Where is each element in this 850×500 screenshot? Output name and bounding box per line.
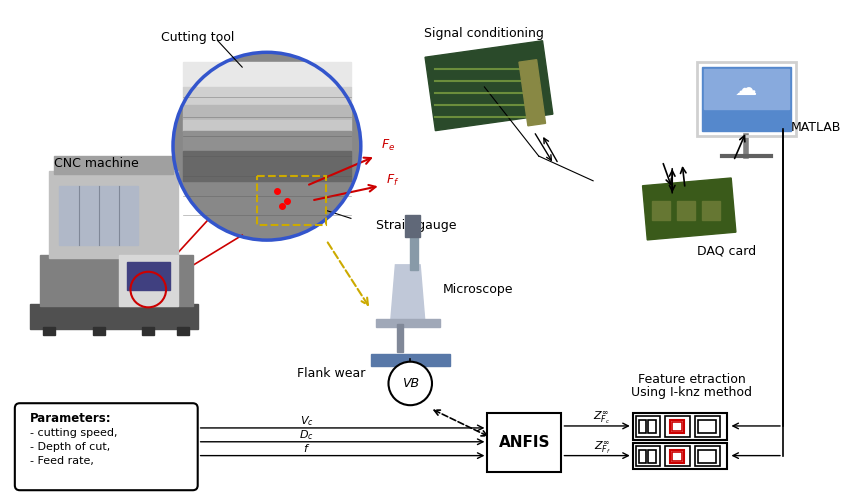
Circle shape	[173, 52, 360, 240]
Text: DAQ card: DAQ card	[697, 245, 756, 258]
Bar	[649, 450, 656, 462]
Text: ☁: ☁	[735, 79, 757, 99]
Bar	[704, 69, 789, 108]
Bar	[183, 87, 351, 104]
Text: Flank wear: Flank wear	[297, 367, 366, 380]
Text: - Feed rate,: - Feed rate,	[30, 456, 94, 466]
Bar	[40, 255, 193, 306]
Text: Microscope: Microscope	[443, 283, 513, 296]
Text: $Z_{F_f}^{\infty}$: $Z_{F_f}^{\infty}$	[593, 440, 610, 456]
Bar	[666, 446, 690, 466]
Bar	[702, 67, 790, 132]
Text: $f$: $f$	[303, 442, 310, 454]
Circle shape	[388, 362, 432, 405]
Text: ANFIS: ANFIS	[499, 436, 550, 450]
Bar	[257, 176, 326, 226]
Bar	[49, 171, 178, 258]
Bar	[695, 446, 720, 466]
Bar	[376, 319, 440, 327]
Text: CNC machine: CNC machine	[54, 158, 139, 170]
Bar	[183, 120, 351, 132]
Polygon shape	[390, 265, 425, 324]
Bar	[487, 413, 562, 472]
Text: Signal conditioning: Signal conditioning	[424, 28, 544, 40]
Bar	[695, 416, 720, 437]
Bar	[183, 132, 351, 151]
Bar	[636, 446, 660, 466]
Bar	[183, 151, 351, 181]
Bar	[398, 324, 403, 352]
Bar	[519, 60, 546, 126]
Text: $D_c$: $D_c$	[299, 428, 314, 442]
Text: MATLAB: MATLAB	[790, 122, 842, 134]
Text: $V_c$: $V_c$	[299, 414, 314, 428]
Bar	[632, 413, 727, 440]
Bar	[142, 327, 154, 335]
Text: VB: VB	[402, 377, 419, 390]
Text: Strain gauge: Strain gauge	[376, 219, 456, 232]
FancyBboxPatch shape	[14, 403, 198, 490]
Bar	[672, 452, 682, 460]
Bar	[670, 450, 684, 462]
Text: Parameters:: Parameters:	[30, 412, 111, 425]
Bar	[183, 104, 351, 120]
Bar	[697, 62, 796, 136]
Bar	[638, 450, 647, 462]
Bar	[93, 327, 105, 335]
Text: - cutting speed,: - cutting speed,	[30, 428, 117, 438]
Bar	[119, 255, 178, 306]
Bar	[127, 262, 170, 289]
Text: $F_f$: $F_f$	[386, 173, 399, 188]
Bar	[698, 450, 716, 462]
Bar	[54, 156, 173, 174]
Bar	[60, 186, 139, 245]
Bar	[183, 62, 351, 87]
Bar	[643, 178, 736, 240]
Bar	[43, 327, 55, 335]
Bar	[411, 235, 418, 270]
Text: $F_e$: $F_e$	[381, 138, 394, 154]
Bar	[632, 443, 727, 469]
Bar	[666, 416, 690, 437]
Text: $Z_{F_c}^{\infty}$: $Z_{F_c}^{\infty}$	[593, 410, 610, 426]
Bar	[677, 200, 695, 220]
Bar	[30, 304, 198, 329]
Bar	[177, 327, 189, 335]
Bar	[371, 354, 450, 366]
Text: Feature etraction: Feature etraction	[638, 374, 745, 386]
Bar	[405, 216, 420, 237]
Bar	[698, 420, 716, 433]
Bar	[670, 420, 684, 433]
Bar	[702, 200, 720, 220]
Bar	[636, 416, 660, 437]
Text: Using I-knz method: Using I-knz method	[632, 386, 752, 400]
Text: - Depth of cut,: - Depth of cut,	[30, 442, 110, 452]
Bar	[638, 420, 647, 433]
Bar	[653, 200, 670, 220]
Text: Cutting tool: Cutting tool	[161, 31, 235, 44]
Bar	[649, 420, 656, 433]
Bar	[425, 40, 552, 130]
Bar	[672, 422, 682, 431]
